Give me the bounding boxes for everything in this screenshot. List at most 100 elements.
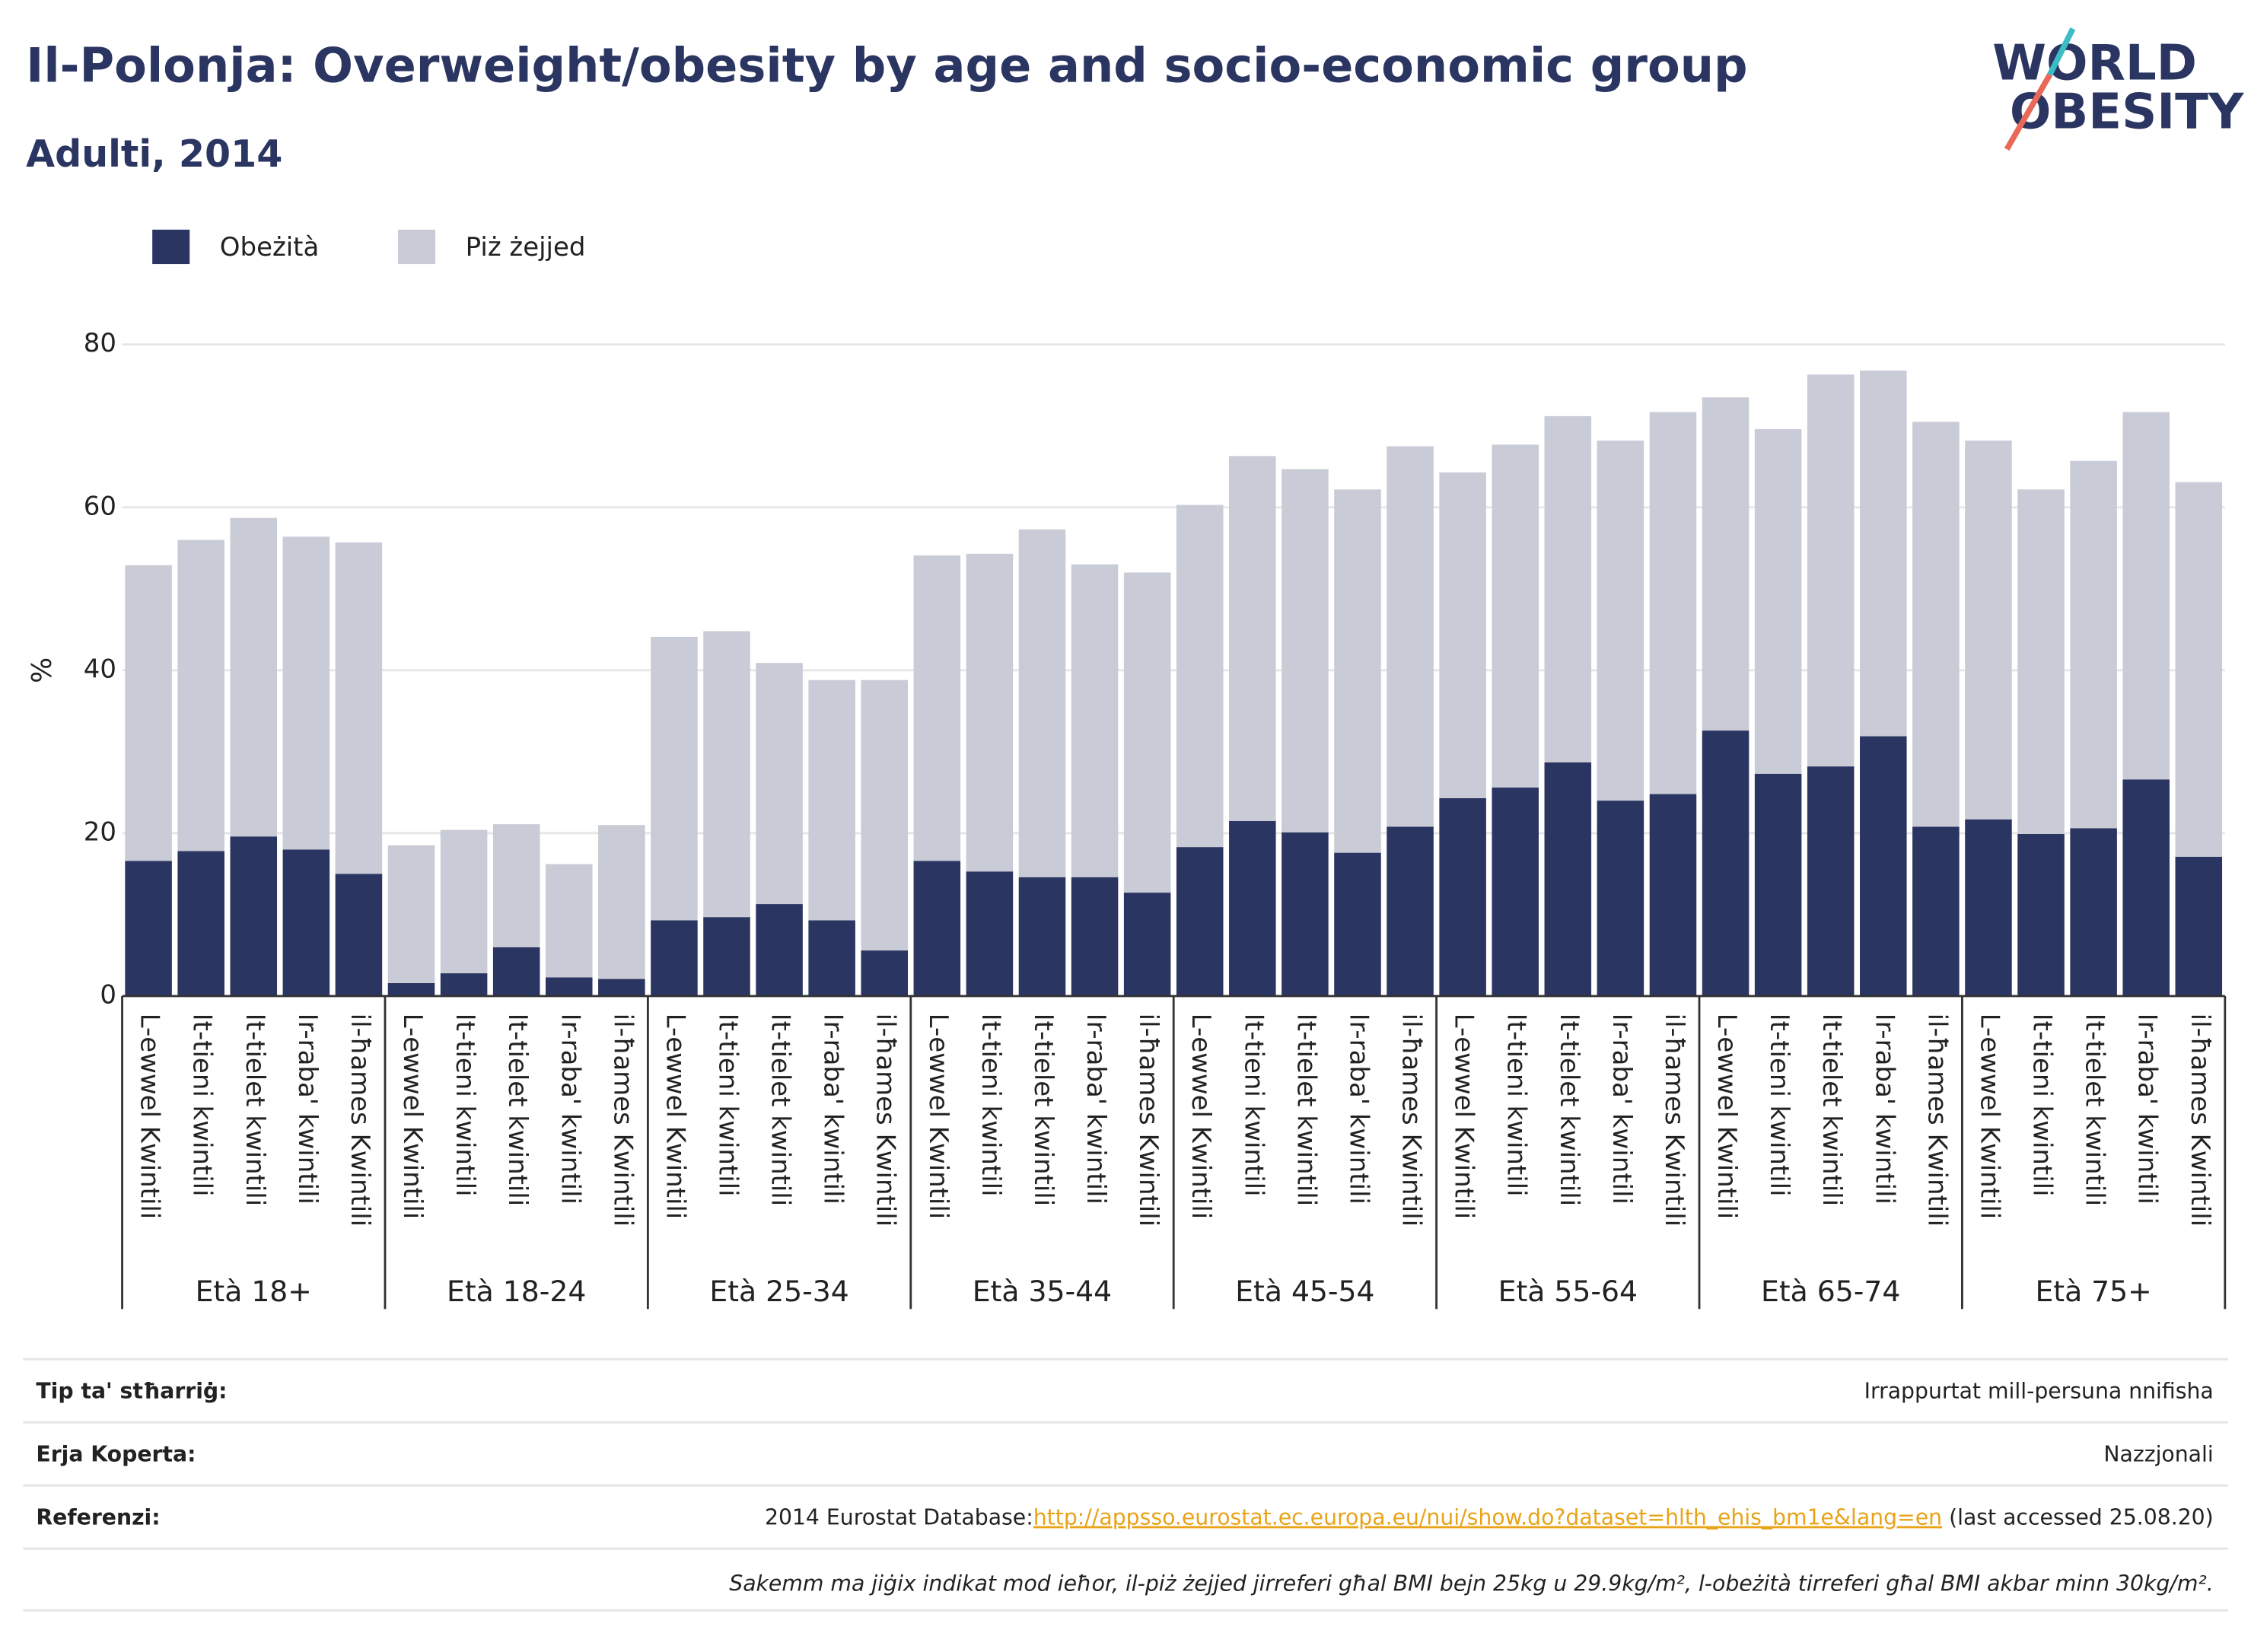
group-label: Età 75+ bbox=[2035, 1275, 2151, 1308]
x-tick-label: L-ewwel Kwintili bbox=[923, 1014, 954, 1220]
bar bbox=[1282, 469, 1329, 832]
bar bbox=[282, 536, 330, 850]
legend-label: Obeżità bbox=[220, 232, 319, 263]
row-value: Nazzjonali bbox=[2103, 1442, 2213, 1467]
bar bbox=[808, 920, 855, 997]
logo-stroke bbox=[2004, 73, 2052, 151]
reference-link[interactable]: http://appsso.eurostat.ec.europa.eu/nui/… bbox=[1033, 1505, 1942, 1530]
bar bbox=[2122, 412, 2170, 780]
bar bbox=[1123, 893, 1171, 997]
x-tick-label: It-tieni kwintili bbox=[712, 1014, 743, 1197]
bar bbox=[492, 947, 540, 997]
x-tick-label: il-ħames Kwintili bbox=[871, 1014, 901, 1227]
bar bbox=[230, 836, 278, 997]
x-tick-label: L-ewwel Kwintili bbox=[397, 1014, 428, 1220]
bar bbox=[125, 861, 172, 997]
x-tick-label: It-tieni kwintili bbox=[1238, 1014, 1269, 1197]
x-tick-label: il-ħames Kwintili bbox=[345, 1014, 375, 1227]
bar bbox=[2175, 482, 2223, 857]
x-tick-label: It-tielet kwintili bbox=[1816, 1014, 1847, 1207]
bar bbox=[1754, 773, 1802, 997]
group-label: Età 18+ bbox=[196, 1275, 312, 1308]
x-tick-label: il-ħames Kwintili bbox=[1133, 1014, 1164, 1227]
bar bbox=[1544, 762, 1592, 997]
x-tick-label: L-ewwel Kwintili bbox=[1974, 1014, 2004, 1220]
group-label: Età 65-74 bbox=[1761, 1275, 1900, 1308]
x-tick-label: It-tielet kwintili bbox=[240, 1014, 270, 1207]
bar bbox=[1597, 440, 1644, 801]
bar bbox=[756, 663, 803, 905]
x-tick-label: It-tielet kwintili bbox=[2080, 1014, 2110, 1207]
row-label: Erja Koperta: bbox=[36, 1442, 196, 1467]
bar bbox=[913, 861, 961, 997]
bar bbox=[440, 829, 488, 974]
y-tick-label: 40 bbox=[84, 654, 116, 684]
bar bbox=[861, 680, 909, 951]
bar bbox=[1018, 877, 1066, 997]
bar bbox=[966, 871, 1014, 997]
bar bbox=[1649, 794, 1697, 997]
x-tick-label: It-tielet kwintili bbox=[1291, 1014, 1321, 1207]
bar bbox=[1439, 472, 1486, 798]
x-tick-label: Ir-raba' kwintili bbox=[818, 1014, 849, 1205]
y-axis-label: % bbox=[27, 657, 58, 683]
x-tick-label: L-ewwel Kwintili bbox=[1711, 1014, 1742, 1220]
bar bbox=[1439, 797, 1486, 997]
bar bbox=[1754, 429, 1802, 774]
x-tick-label: It-tieni kwintili bbox=[1764, 1014, 1794, 1197]
group-label: Età 35-44 bbox=[973, 1275, 1112, 1308]
x-tick-label: It-tieni kwintili bbox=[976, 1014, 1006, 1197]
x-tick-label: It-tieni kwintili bbox=[450, 1014, 480, 1197]
x-tick-label: L-ewwel Kwintili bbox=[135, 1014, 165, 1220]
bar bbox=[598, 979, 645, 997]
bar bbox=[913, 555, 961, 861]
reference-suffix: (last accessed 25.08.20) bbox=[1942, 1505, 2214, 1530]
row-label: Tip ta' stħarriġ: bbox=[36, 1379, 227, 1404]
bar bbox=[387, 845, 435, 983]
bar bbox=[282, 849, 330, 997]
legend-label: Piż żejjed bbox=[466, 232, 586, 263]
bar bbox=[1176, 505, 1224, 848]
bar bbox=[545, 864, 593, 978]
bar bbox=[1965, 819, 2012, 997]
y-tick-label: 0 bbox=[100, 980, 116, 1011]
x-tick-label: It-tieni kwintili bbox=[2027, 1014, 2058, 1197]
reference: 2014 Eurostat Database:http://appsso.eur… bbox=[765, 1505, 2214, 1530]
x-tick-label: It-tielet kwintili bbox=[766, 1014, 796, 1207]
bar bbox=[1702, 731, 1750, 997]
plot: Obeżità Piż żejjed 0 20 40 60 80 L-ewwel Kwinti… bbox=[84, 229, 2227, 1310]
x-tick-label: il-ħames Kwintili bbox=[1921, 1014, 1952, 1227]
y-tick-label: 80 bbox=[84, 328, 116, 358]
bar bbox=[1860, 370, 1907, 737]
bar bbox=[1702, 397, 1750, 731]
bar bbox=[756, 904, 803, 997]
x-tick-label: Ir-raba' kwintili bbox=[2132, 1014, 2163, 1205]
group-label: Età 45-54 bbox=[1235, 1275, 1374, 1308]
bar bbox=[1807, 374, 1855, 767]
bar bbox=[1229, 820, 1276, 997]
bar bbox=[861, 950, 909, 997]
bar bbox=[1176, 847, 1224, 997]
x-tick-label: L-ewwel Kwintili bbox=[660, 1014, 690, 1220]
x-tick-label: Ir-raba' kwintili bbox=[1606, 1014, 1637, 1205]
reference-prefix: 2014 Eurostat Database: bbox=[765, 1505, 1033, 1530]
bar bbox=[387, 982, 435, 997]
bar bbox=[808, 680, 855, 921]
bar bbox=[2175, 856, 2223, 997]
bar bbox=[1229, 456, 1276, 821]
x-tick-label: It-tieni kwintili bbox=[187, 1014, 218, 1197]
row-label: Referenzi: bbox=[36, 1505, 160, 1530]
chart-subtitle: Adulti, 2014 bbox=[26, 132, 282, 176]
bar bbox=[440, 973, 488, 997]
bar bbox=[1597, 801, 1644, 997]
x-tick-label: Ir-raba' kwintili bbox=[1081, 1014, 1111, 1205]
x-tick-label: Ir-raba' kwintili bbox=[1869, 1014, 1899, 1205]
bar bbox=[966, 553, 1014, 872]
bar bbox=[651, 920, 698, 997]
bar bbox=[1387, 826, 1434, 997]
logo-text: OBESITY bbox=[2010, 83, 2245, 140]
bar bbox=[2122, 779, 2170, 997]
bar bbox=[1282, 832, 1329, 997]
row-value: Irrappurtat mill-persuna nnifisha bbox=[1864, 1379, 2214, 1404]
